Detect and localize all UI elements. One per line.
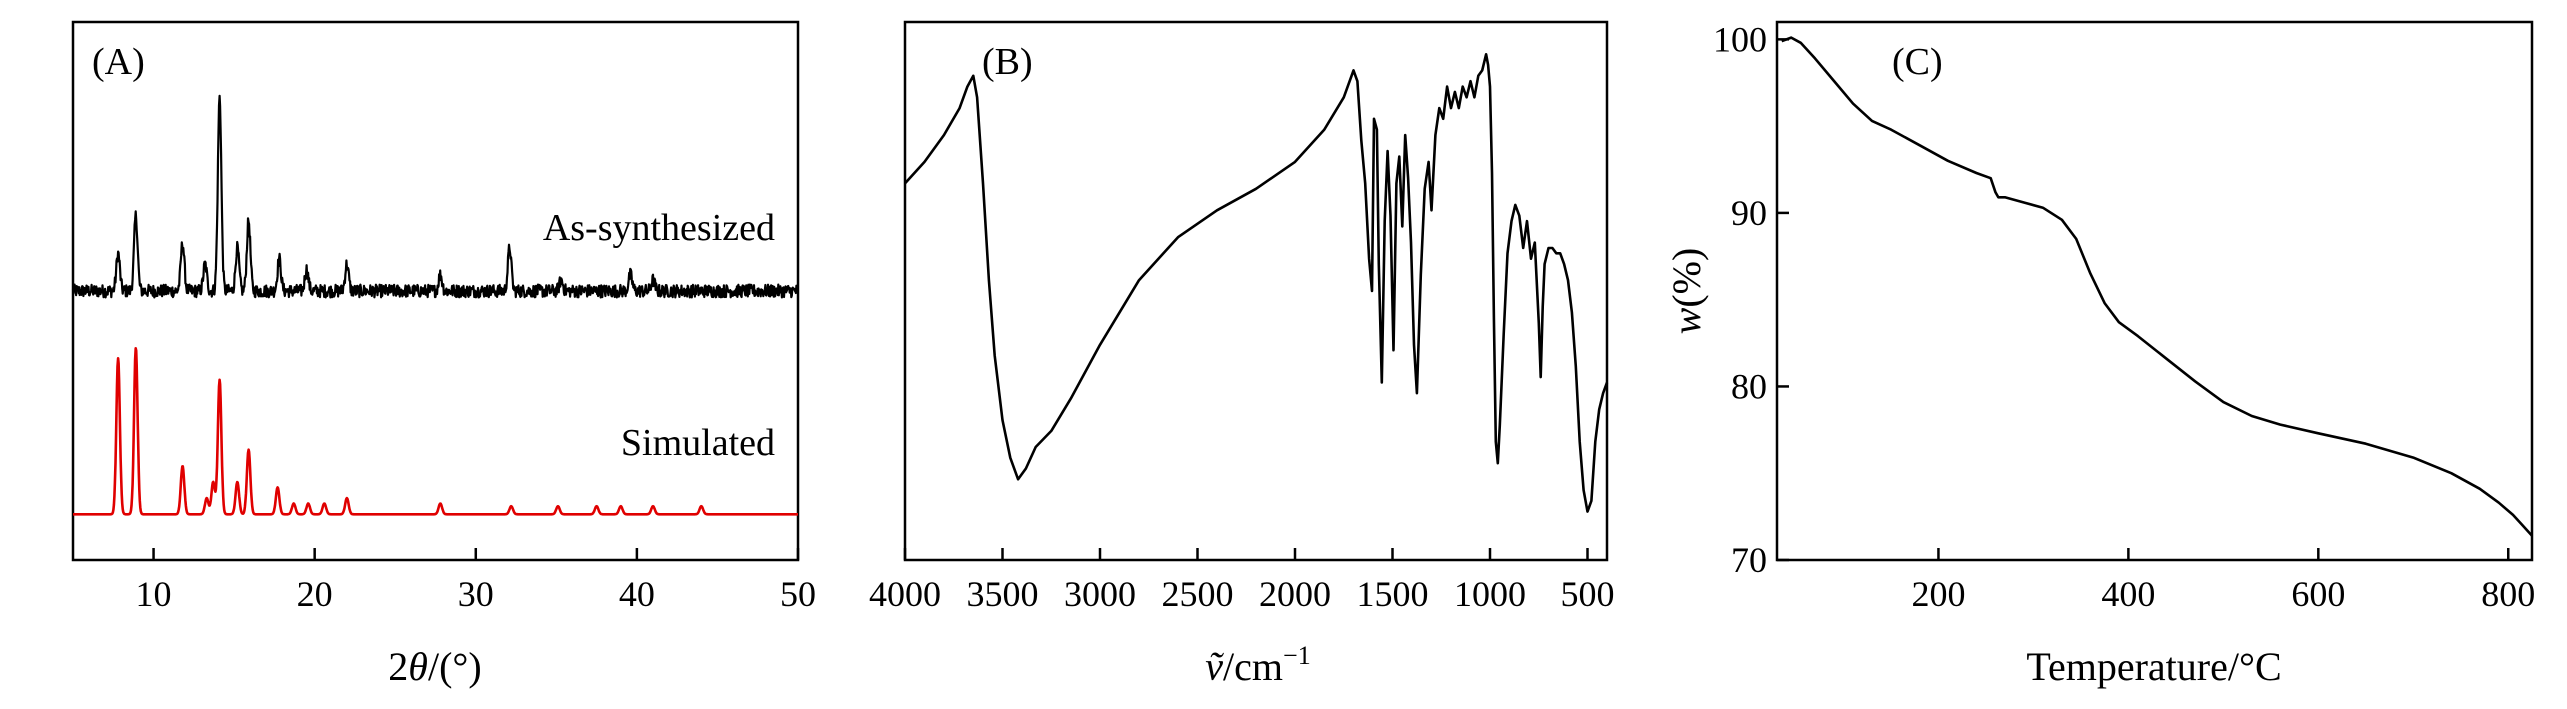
panel-a-x-ticks: 10 20 30 40 50 [136, 548, 816, 614]
panel-b-x-tick-label: 4000 [869, 574, 941, 614]
panel-b-label: (B) [982, 41, 1033, 83]
annotation-as-synthesized: As-synthesized [543, 207, 775, 249]
panel-b-x-axis-label: ṽ/cm−1 [1205, 641, 1310, 689]
panel-a: (A) As-synthesized Simulated 10 20 30 40 50 … [71, 20, 816, 689]
panel-a-x-tick-label: 40 [619, 574, 655, 614]
panel-c-y-tick-label: 90 [1731, 193, 1767, 233]
panel-c: (C) 200 400 600 800 70 80 90 100 Temperature/°… [1664, 19, 2535, 689]
panel-b-x-tick-label: 2500 [1162, 574, 1234, 614]
panel-c-x-tick-label: 600 [2291, 574, 2345, 614]
panel-a-label: (A) [92, 41, 145, 83]
panel-a-x-tick-label: 30 [458, 574, 494, 614]
panel-b-x-tick-label: 500 [1561, 574, 1615, 614]
panel-c-y-tick-label: 100 [1713, 19, 1767, 59]
panel-c-y-ticks: 70 80 90 100 [1713, 19, 1789, 580]
panel-b: (B) 4000 3500 3000 2500 2000 1500 1000 500 ṽ/cm… [869, 20, 1615, 689]
panel-c-x-ticks: 200 400 600 800 [1911, 548, 2535, 614]
panel-a-x-axis-label: 2θ/(°) [388, 644, 481, 689]
panel-b-x-tick-label: 2000 [1259, 574, 1331, 614]
panel-c-x-tick-label: 400 [2101, 574, 2155, 614]
annotation-simulated: Simulated [621, 422, 775, 464]
panel-b-x-ticks: 4000 3500 3000 2500 2000 1500 1000 500 [869, 548, 1615, 614]
panel-c-frame [1775, 20, 2534, 562]
panel-c-y-tick-label: 70 [1731, 540, 1767, 580]
panel-c-x-axis-label: Temperature/°C [2026, 644, 2281, 689]
panel-c-y-tick-label: 80 [1731, 366, 1767, 406]
series-ir-spectrum [904, 53, 1609, 513]
panel-b-x-tick-label: 3000 [1064, 574, 1136, 614]
panel-c-x-tick-label: 800 [2481, 574, 2535, 614]
panel-b-frame [903, 20, 1609, 562]
panel-b-x-tick-label: 1000 [1454, 574, 1526, 614]
panel-a-x-tick-label: 50 [780, 574, 816, 614]
series-tga-curve [1781, 36, 2533, 537]
series-simulated [72, 347, 799, 516]
series-as-synthesized [71, 94, 799, 299]
panel-c-label: (C) [1892, 41, 1943, 83]
panel-c-x-tick-label: 200 [1911, 574, 1965, 614]
panel-a-x-tick-label: 20 [297, 574, 333, 614]
panel-b-x-tick-label: 1500 [1357, 574, 1429, 614]
panel-b-x-tick-label: 3500 [967, 574, 1039, 614]
panel-a-x-tick-label: 10 [136, 574, 172, 614]
panel-c-y-axis-label: w(%) [1664, 248, 1709, 335]
